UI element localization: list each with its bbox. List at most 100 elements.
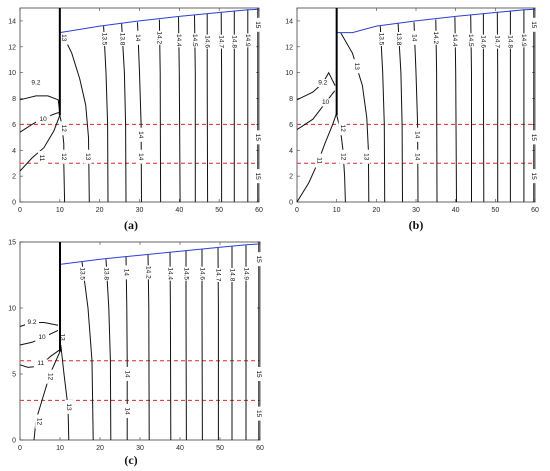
panel-a-contour-label: 15 — [254, 173, 261, 181]
panel-c-contour-label: 14.7 — [214, 269, 221, 282]
panel-c-contour-line-13 — [60, 344, 70, 441]
panel-c-contour-label: 13 — [65, 403, 72, 411]
panel-a-x-tick-label: 10 — [56, 207, 64, 214]
panel-a-x-tick-label: 30 — [136, 207, 144, 214]
panel-c-contour-label-bg — [254, 252, 263, 267]
panel-b-contour-label: 15 — [530, 173, 537, 181]
panel-c-contour-label: 14 — [122, 269, 129, 277]
panel-b-contour-label: 14.7 — [494, 35, 501, 48]
panel-c-contour-label: 13 — [58, 333, 65, 341]
panel-c-x-tick-label: 10 — [56, 445, 64, 452]
panel-b-x-tick-label: 30 — [412, 207, 420, 214]
panel-b-contour-label: 14.9 — [520, 34, 527, 47]
panel-b-contour-label-bg — [529, 130, 538, 145]
panel-b-contour-label: 14.6 — [480, 35, 487, 48]
panel-b-contour-label: 13.8 — [395, 33, 402, 46]
panel-b-y-tick-label: 6 — [289, 122, 293, 129]
panel-c-x-tick-label: 20 — [96, 445, 104, 452]
panel-a-contour-line-9-2 — [19, 95, 61, 113]
panel-b-contour-label-bg — [318, 98, 333, 107]
panel-b-contour-line-13-5 — [379, 26, 386, 203]
panel-c-contour-label-bg — [198, 266, 206, 281]
panel-b-y-tick-label: 8 — [289, 96, 293, 103]
panel-a-y-tick-label: 14 — [8, 18, 16, 25]
panel-a-contour-label: 14 — [137, 131, 144, 139]
panel-c-contour-label-bg — [78, 266, 86, 281]
panel-c-contour-label-bg — [123, 367, 132, 381]
panel-a-contour-line-13-8 — [121, 23, 127, 203]
panel-c-y-tick-label: 0 — [12, 438, 16, 445]
panel-a-y-tick-label: 2 — [12, 174, 16, 181]
chart-panel-b: 0 10 20 30 40 50 60 0 2 4 6 8 10 12 14 9.2 10 11 12 12 13 13 1… — [285, 7, 539, 232]
panel-a-contour-label-bg — [36, 115, 51, 124]
panel-a-contour-label-bg — [203, 34, 212, 49]
panel-a-x-tick-label: 60 — [255, 207, 263, 214]
panel-c-contour-label: 11 — [37, 360, 44, 367]
panel-a-contour-label-bg — [37, 151, 46, 166]
panel-b-contour-label-bg — [529, 169, 538, 184]
panel-a-contour-label-bg — [174, 33, 183, 48]
panel-a-x-tick-label: 40 — [175, 207, 183, 214]
panel-a-label: (a) — [124, 218, 138, 232]
panel-a-contour-label: 14.6 — [203, 35, 210, 48]
panel-a-contour-label: 13.8 — [118, 33, 125, 46]
panel-c-contour-label: 12 — [35, 418, 42, 426]
panel-a-contour-label-bg — [217, 34, 226, 49]
panel-a-contour-label-bg — [133, 30, 142, 45]
panel-b-x-tick-label: 20 — [372, 207, 380, 214]
panel-b-contour-label: 14.2 — [432, 31, 439, 44]
panel-a-contour-label-bg — [155, 30, 164, 45]
panel-c-contour-label: 14.4 — [166, 267, 173, 280]
panel-b-contour-label: 15 — [530, 134, 537, 142]
panel-c-contour-label-bg — [35, 414, 44, 429]
panel-a-contour-label: 13.5 — [101, 33, 108, 46]
panel-c-contour-label: 13.8 — [102, 267, 109, 280]
panel-b-contour-label-bg — [315, 79, 330, 88]
panel-c-contour-label: 14.8 — [228, 269, 235, 282]
panel-b-contour-label-bg — [362, 149, 371, 164]
panel-b-contour-label: 9.2 — [318, 80, 327, 87]
panel-b-contour-line-11 — [296, 112, 338, 203]
panel-a-free-surface-line — [59, 8, 260, 34]
panel-a-x-tick-label: 50 — [215, 207, 223, 214]
panel-a-contour-label-bg — [59, 121, 68, 136]
panel-a-contour-label: 14.2 — [156, 31, 163, 44]
panel-b-contour-label: 13.5 — [377, 33, 384, 46]
panel-a-contour-label-bg — [253, 17, 262, 32]
panel-a-contour-label: 14.9 — [244, 34, 251, 47]
panel-c-free-surface-line — [59, 243, 261, 265]
panel-c-contour-label-bg — [64, 400, 73, 414]
panel-c-x-tick-label: 60 — [256, 445, 264, 452]
panel-b-x-tick-label: 10 — [333, 207, 341, 214]
panel-a-x-tick-label: 0 — [18, 207, 22, 214]
panel-c-y-tick-label: 10 — [8, 306, 16, 313]
panel-a-y-tick-label: 12 — [8, 44, 16, 51]
panel-c-contour-label-bg — [242, 266, 250, 281]
panel-b-contour-label-bg — [338, 121, 347, 136]
panel-b-contour-label: 14.5 — [467, 34, 474, 47]
panel-a-contour-label-bg — [230, 34, 239, 49]
panel-b-contour-label: 14 — [413, 153, 420, 161]
panel-a-contour-line-11 — [19, 115, 61, 172]
panel-c-y-tick-label: 5 — [12, 372, 16, 379]
panel-a-contour-label-bg — [136, 149, 145, 164]
panel-a-y-tick-label: 8 — [12, 96, 16, 103]
panel-c-contour-label-bg — [102, 266, 110, 281]
panel-c-contour-line-13-8 — [105, 259, 112, 441]
panel-b-contour-label-bg — [352, 59, 361, 74]
panel-b-contour-label-bg — [506, 34, 515, 49]
panel-b-contour-label-bg — [450, 33, 459, 48]
panel-c-x-tick-label: 40 — [176, 445, 184, 452]
panel-a-contour-label-bg — [59, 149, 68, 164]
panel-a-contour-label: 10 — [39, 116, 47, 123]
panel-b-x-tick-label: 50 — [491, 207, 499, 214]
panel-b-y-tick-label: 4 — [289, 148, 293, 155]
panel-b-contour-label-bg — [315, 153, 324, 168]
panel-a-contour-label-bg — [253, 130, 262, 145]
panel-b-contour-label: 10 — [322, 99, 330, 106]
panel-b-contour-label-bg — [479, 34, 488, 49]
panel-b-contour-label: 15 — [530, 21, 537, 29]
panel-b-contour-label: 13 — [353, 63, 360, 71]
panel-c-contour-label: 15 — [255, 410, 262, 418]
